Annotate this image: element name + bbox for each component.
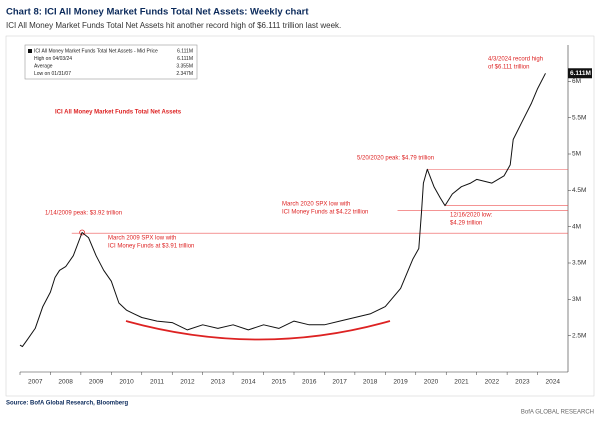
annotation: ICI Money Funds at $4.22 trillion — [282, 210, 368, 216]
annotation: March 2020 SPX low with — [282, 202, 350, 208]
legend-label: ICI All Money Market Funds Total Net Ass… — [34, 48, 158, 54]
annotation: $4.29 trillion — [450, 221, 482, 227]
annotation: 12/16/2020 low: — [450, 213, 493, 219]
chart-subtitle: ICI All Money Market Funds Total Net Ass… — [6, 21, 341, 30]
x-tick-label: 2012 — [180, 379, 195, 386]
annotation: March 2009 SPX low with — [108, 236, 176, 242]
last-value-box — [568, 68, 592, 79]
y-tick-label: 3.5M — [572, 260, 586, 267]
x-tick-label: 2014 — [241, 379, 256, 386]
x-tick-label: 2008 — [58, 379, 73, 386]
y-tick-label: 5M — [572, 151, 581, 158]
legend-swatch — [28, 49, 32, 53]
x-tick-label: 2009 — [89, 379, 104, 386]
annotation: ICI Money Funds at $3.91 trillion — [108, 244, 194, 250]
y-tick-label: 5.5M — [572, 114, 586, 121]
legend-label: Average — [34, 63, 53, 69]
chart-label: ICI All Money Market Funds Total Net Ass… — [55, 110, 182, 116]
annotation: 1/14/2009 peak: $3.92 trillion — [45, 211, 122, 217]
chart-title: Chart 8: ICI All Money Market Funds Tota… — [6, 7, 309, 18]
legend-value: 3.355M — [176, 63, 193, 69]
x-tick-label: 2017 — [332, 379, 347, 386]
brand: BofA GLOBAL RESEARCH — [521, 410, 594, 416]
annotation: 5/20/2020 peak: $4.79 trillion — [357, 156, 434, 162]
legend-label: High on 04/03/24 — [34, 56, 72, 62]
x-tick-label: 2019 — [393, 379, 408, 386]
x-tick-label: 2013 — [211, 379, 226, 386]
x-tick-label: 2023 — [515, 379, 530, 386]
x-tick-label: 2011 — [150, 379, 164, 386]
x-tick-label: 2015 — [272, 379, 287, 386]
y-tick-label: 2.5M — [572, 332, 586, 339]
annotation-point — [79, 229, 85, 236]
legend-value: 6.111M — [177, 48, 193, 54]
annotation: 4/3/2024 record high — [488, 57, 543, 63]
x-tick-label: 2022 — [485, 379, 500, 386]
legend-value: 2.347M — [176, 71, 193, 77]
x-tick-label: 2016 — [302, 379, 317, 386]
legend-label: Low on 01/31/07 — [34, 71, 71, 77]
series-line — [19, 73, 546, 348]
frame — [5, 35, 595, 397]
x-tick-label: 2021 — [454, 379, 469, 386]
y-tick-label: 3M — [572, 296, 581, 303]
x-tick-label: 2020 — [424, 379, 439, 386]
annotation: of $6.111 trillion — [488, 65, 529, 71]
y-tick-label: 4.5M — [572, 187, 586, 194]
legend-value: 6.111M — [177, 56, 193, 62]
x-tick-label: 2018 — [363, 379, 378, 386]
y-tick-label: 4M — [572, 223, 581, 230]
x-tick-label: 2010 — [119, 379, 134, 386]
x-tick-label: 2024 — [546, 379, 561, 386]
last-value-label: 6.111M — [570, 70, 591, 77]
x-tick-label: 2007 — [28, 379, 43, 386]
trough-arc — [125, 320, 391, 341]
legend-box — [24, 44, 198, 80]
source: Source: BofA Global Research, Bloomberg — [6, 401, 128, 407]
y-tick-label: 6M — [572, 78, 581, 85]
